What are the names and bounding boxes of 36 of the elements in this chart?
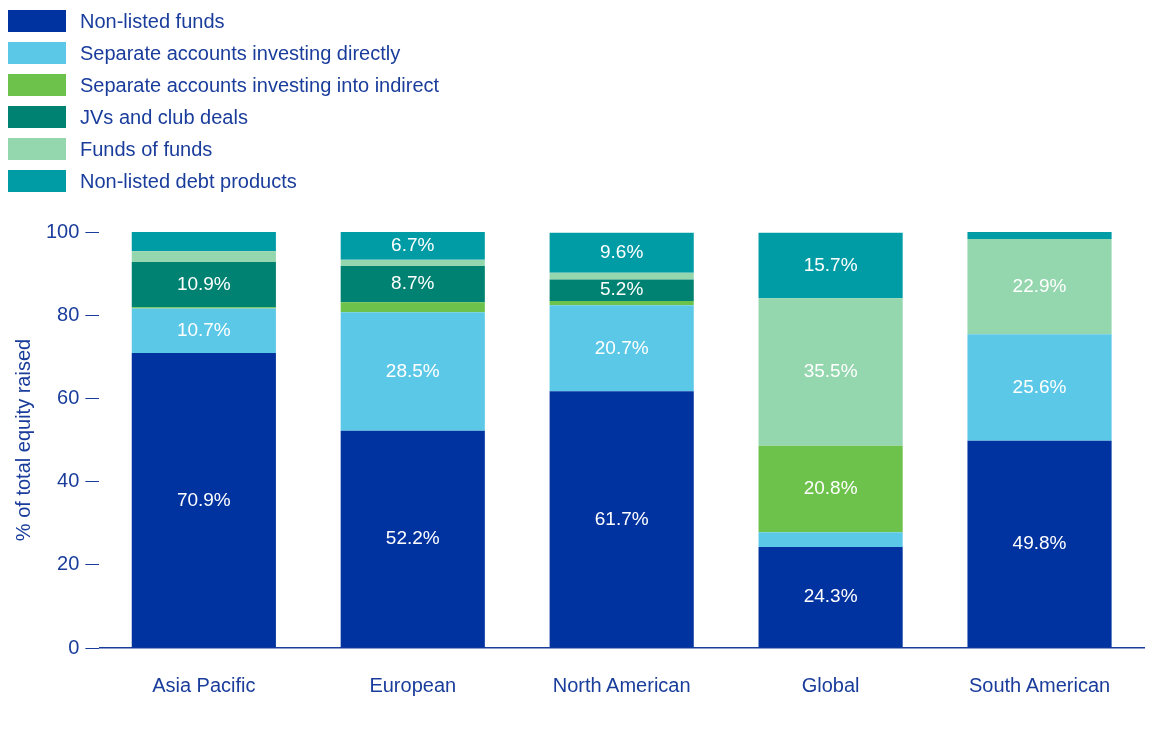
legend-label: JVs and club deals	[80, 105, 248, 129]
x-tick-label: Asia Pacific	[152, 673, 256, 696]
data-label: 8.7%	[391, 272, 435, 294]
y-tick-label: 0	[68, 635, 80, 658]
data-label: 24.3%	[803, 585, 858, 607]
data-label: 9.6%	[600, 241, 644, 263]
data-label: 10.9%	[176, 272, 231, 294]
data-label: 61.7%	[594, 507, 649, 529]
x-tick-label: European	[369, 673, 457, 696]
y-tick-label: 60	[57, 385, 80, 408]
data-label: 70.9%	[176, 488, 231, 510]
data-label: 22.9%	[1012, 274, 1067, 296]
legend-label: Non-listed funds	[80, 9, 225, 33]
x-tick-label: South American	[968, 673, 1111, 696]
legend-label: Funds of funds	[80, 137, 213, 161]
x-tick-label: Global	[801, 673, 860, 696]
y-axis-title: % of total equity raised	[11, 338, 34, 542]
legend-label: Non-listed debt products	[80, 169, 297, 193]
y-tick-label: 80	[57, 302, 80, 325]
data-label: 15.7%	[803, 253, 858, 275]
data-label: 5.2%	[600, 278, 644, 300]
data-label: 6.7%	[391, 234, 435, 256]
y-tick-label: 20	[57, 552, 80, 575]
data-label: 52.2%	[385, 527, 440, 549]
legend-label: Separate accounts investing into indirect	[80, 73, 440, 97]
data-label: 10.7%	[176, 319, 231, 341]
data-label: 20.7%	[594, 336, 649, 358]
x-tick-label: North American	[552, 673, 691, 696]
data-label: 35.5%	[803, 360, 858, 382]
data-label: 49.8%	[1012, 532, 1067, 554]
y-tick-label: 100	[45, 219, 80, 242]
data-label: 28.5%	[385, 359, 440, 381]
data-label: 25.6%	[1012, 375, 1067, 397]
legend-label: Separate accounts investing directly	[80, 41, 401, 65]
y-tick-label: 40	[57, 469, 80, 492]
data-label: 20.8%	[803, 477, 858, 499]
